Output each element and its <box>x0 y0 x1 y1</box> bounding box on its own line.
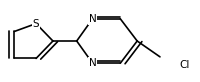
Text: N: N <box>88 58 96 68</box>
Text: S: S <box>33 19 39 29</box>
Text: Cl: Cl <box>179 60 189 70</box>
Text: N: N <box>88 14 96 24</box>
